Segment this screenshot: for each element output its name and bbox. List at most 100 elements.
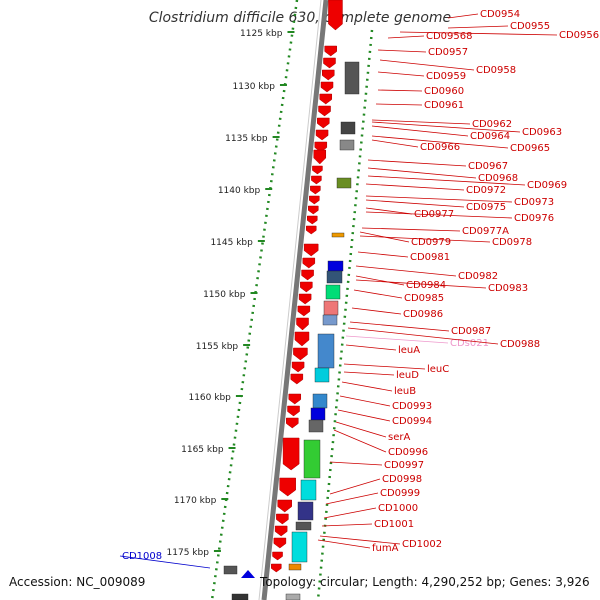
gene-block[interactable] (339, 139, 355, 151)
gene-label[interactable]: CD0987 (451, 326, 491, 337)
forward-gene-arrow[interactable] (313, 149, 327, 165)
gene-block[interactable] (326, 270, 343, 284)
gene-label[interactable]: CD1002 (402, 539, 442, 550)
forward-gene-arrow[interactable] (302, 257, 316, 269)
gene-features[interactable] (223, 0, 360, 600)
gene-label[interactable]: CD0999 (380, 488, 420, 499)
gene-block[interactable] (223, 565, 238, 575)
gene-block[interactable] (331, 232, 345, 238)
gene-block[interactable] (327, 260, 344, 272)
gene-label[interactable]: CD0994 (392, 416, 432, 427)
gene-label[interactable]: CD0965 (510, 143, 550, 154)
forward-gene-arrow[interactable] (298, 293, 312, 305)
gene-label[interactable]: CD0985 (404, 293, 444, 304)
gene-label[interactable]: CD0955 (510, 21, 550, 32)
gene-label[interactable]: CD0976 (514, 213, 554, 224)
reverse-gene-arrow[interactable] (241, 570, 255, 578)
forward-gene-arrow[interactable] (303, 243, 319, 257)
gene-block[interactable] (312, 393, 328, 409)
forward-gene-arrow[interactable] (294, 331, 310, 347)
forward-gene-arrow[interactable] (286, 417, 299, 429)
gene-label[interactable]: CD0972 (466, 185, 506, 196)
forward-gene-arrow[interactable] (272, 551, 283, 561)
gene-label[interactable]: CD0961 (424, 100, 464, 111)
forward-gene-arrow[interactable] (319, 93, 333, 105)
forward-gene-arrow[interactable] (317, 117, 330, 129)
forward-gene-arrow[interactable] (320, 81, 334, 93)
forward-gene-arrow[interactable] (315, 129, 329, 141)
gene-label[interactable]: CD1008 (122, 551, 162, 562)
forward-gene-arrow[interactable] (279, 477, 296, 497)
gene-label[interactable]: CD0958 (476, 65, 516, 76)
gene-block[interactable] (285, 593, 301, 600)
forward-gene-arrow[interactable] (273, 537, 287, 549)
forward-gene-arrow[interactable] (308, 205, 319, 215)
gene-block[interactable] (336, 177, 352, 189)
gene-label[interactable]: CD0978 (492, 237, 532, 248)
forward-gene-arrow[interactable] (271, 563, 282, 573)
forward-gene-arrow[interactable] (277, 499, 292, 513)
gene-label[interactable]: CD0968 (478, 173, 518, 184)
gene-label[interactable]: CD0954 (480, 9, 520, 20)
gene-label[interactable]: CD09568 (426, 31, 473, 42)
forward-gene-arrow[interactable] (307, 215, 318, 225)
gene-label[interactable]: CD0997 (384, 460, 424, 471)
gene-label[interactable]: leuD (396, 370, 419, 381)
gene-block[interactable] (323, 300, 339, 316)
gene-label[interactable]: leuC (427, 364, 449, 375)
gene-block[interactable] (303, 439, 321, 479)
gene-label[interactable]: CD0960 (424, 86, 464, 97)
gene-label[interactable]: CD0969 (527, 180, 567, 191)
forward-gene-arrow[interactable] (318, 105, 331, 117)
gene-block[interactable] (340, 121, 356, 135)
gene-label[interactable]: CD0964 (470, 131, 510, 142)
gene-label[interactable]: CDs021 (450, 338, 489, 349)
gene-label[interactable]: CD0996 (388, 447, 428, 458)
gene-label[interactable]: CD0998 (382, 474, 422, 485)
forward-gene-arrow[interactable] (311, 175, 322, 185)
gene-block[interactable] (297, 501, 314, 521)
forward-gene-arrow[interactable] (300, 281, 313, 293)
forward-gene-arrow[interactable] (309, 195, 320, 205)
gene-label[interactable]: leuA (398, 345, 420, 356)
gene-label[interactable]: CD0984 (406, 280, 446, 291)
forward-gene-arrow[interactable] (297, 305, 311, 317)
gene-label[interactable]: CD1000 (378, 503, 418, 514)
gene-label[interactable]: CD0975 (466, 202, 506, 213)
gene-label[interactable]: CD0956 (559, 30, 599, 41)
gene-block[interactable] (295, 521, 312, 531)
gene-label[interactable]: CD0967 (468, 161, 508, 172)
gene-label[interactable]: CD0959 (426, 71, 466, 82)
gene-block[interactable] (344, 61, 360, 95)
gene-block[interactable] (314, 367, 330, 383)
forward-gene-arrow[interactable] (324, 45, 337, 57)
gene-block[interactable] (325, 284, 341, 300)
gene-label[interactable]: CD0988 (500, 339, 540, 350)
forward-gene-arrow[interactable] (288, 393, 302, 405)
forward-gene-arrow[interactable] (328, 0, 343, 31)
gene-block[interactable] (310, 407, 326, 421)
gene-block[interactable] (308, 419, 324, 433)
gene-label[interactable]: CD0981 (410, 252, 450, 263)
gene-label[interactable]: CD0973 (514, 197, 554, 208)
forward-gene-arrow[interactable] (276, 513, 289, 525)
forward-gene-arrow[interactable] (291, 361, 305, 373)
forward-gene-arrow[interactable] (282, 437, 300, 471)
forward-gene-arrow[interactable] (312, 165, 323, 175)
forward-gene-arrow[interactable] (305, 225, 317, 235)
gene-label[interactable]: CD0963 (522, 127, 562, 138)
gene-block[interactable] (300, 479, 317, 501)
forward-gene-arrow[interactable] (301, 269, 314, 281)
gene-label[interactable]: CD0986 (403, 309, 443, 320)
forward-gene-arrow[interactable] (287, 405, 300, 417)
gene-label[interactable]: CD0993 (392, 401, 432, 412)
gene-block[interactable] (288, 563, 302, 571)
forward-gene-arrow[interactable] (290, 373, 304, 385)
gene-label[interactable]: CD0983 (488, 283, 528, 294)
forward-gene-arrow[interactable] (274, 525, 288, 537)
gene-block[interactable] (291, 531, 308, 563)
forward-gene-arrow[interactable] (310, 185, 321, 195)
gene-label[interactable]: CD0979 (411, 237, 451, 248)
